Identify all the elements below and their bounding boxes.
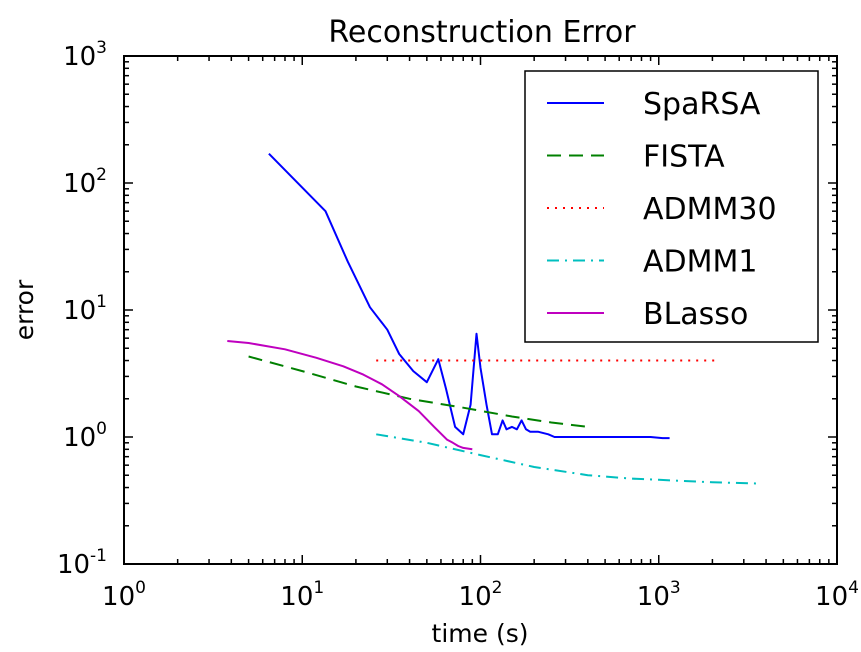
legend-label: ADMM1 [643,245,757,280]
x-tick-label: 103 [637,578,681,612]
x-tick-label-exponent: 2 [492,578,503,598]
series-line-admm1 [376,433,758,485]
x-tick-label-exponent: 4 [848,578,859,598]
x-tick-label-exponent: 3 [670,578,681,598]
x-tick-label: 101 [280,578,324,612]
series-line-fista [248,355,588,428]
x-tick-label-base: 10 [637,582,670,612]
y-tick-label-exponent: 3 [96,38,107,58]
y-tick-label-base: 10 [63,42,96,72]
y-tick-label-base: 10 [57,550,90,580]
x-tick-label-base: 10 [280,582,313,612]
ticks-layer [123,55,838,565]
y-axis-label: error [10,279,39,340]
y-tick-label-base: 10 [63,169,96,199]
y-tick-label: 101 [63,292,107,326]
y-tick-label-exponent: 1 [96,292,107,312]
x-tick-label-exponent: 0 [135,578,146,598]
legend: SpaRSA FISTA ADMM30 ADMM1 BLasso [524,70,819,343]
y-tick-label-exponent: -1 [90,546,107,566]
y-tick-label-exponent: 2 [96,165,107,185]
y-tick-label-base: 10 [63,296,96,326]
y-tick-label: 100 [63,419,107,453]
legend-label: SpaRSA [643,87,761,122]
x-tick-label: 104 [815,578,859,612]
y-tick-label-base: 10 [63,423,96,453]
x-tick-label-base: 10 [459,582,492,612]
legend-box [524,70,819,343]
y-tick-label: 102 [63,165,107,199]
legend-label: BLasso [643,297,748,332]
x-tick-label-base: 10 [815,582,848,612]
y-tick-label: 10-1 [57,546,107,580]
x-axis-label: time (s) [432,619,529,648]
y-tick-label: 103 [63,38,107,72]
y-tick-label-exponent: 0 [96,419,107,439]
x-tick-label-base: 10 [102,582,135,612]
series-layer [227,152,758,485]
series-line-blasso [227,340,473,451]
x-tick-label: 102 [459,578,503,612]
x-tick-label: 100 [102,578,146,612]
chart-title: Reconstruction Error [328,15,636,50]
legend-label: ADMM30 [643,192,777,227]
x-tick-label-exponent: 1 [313,578,324,598]
legend-label: FISTA [643,140,725,175]
series-line-sparsa [268,152,670,440]
